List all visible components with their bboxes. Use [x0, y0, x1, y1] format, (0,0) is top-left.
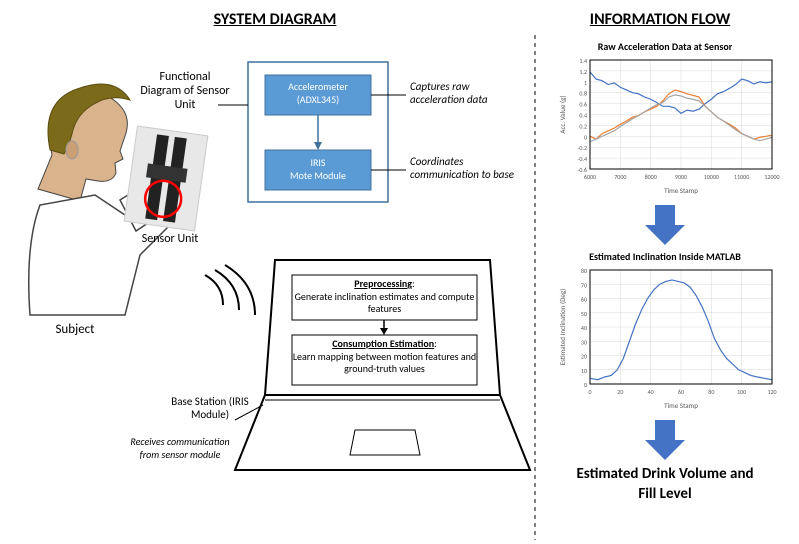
final-text: Estimated Drink Volume and Fill Level: [575, 465, 755, 504]
canvas: SYSTEM DIAGRAM INFORMATION FLOW Sensor U…: [0, 0, 799, 544]
flow-arrow-2: [0, 0, 799, 544]
